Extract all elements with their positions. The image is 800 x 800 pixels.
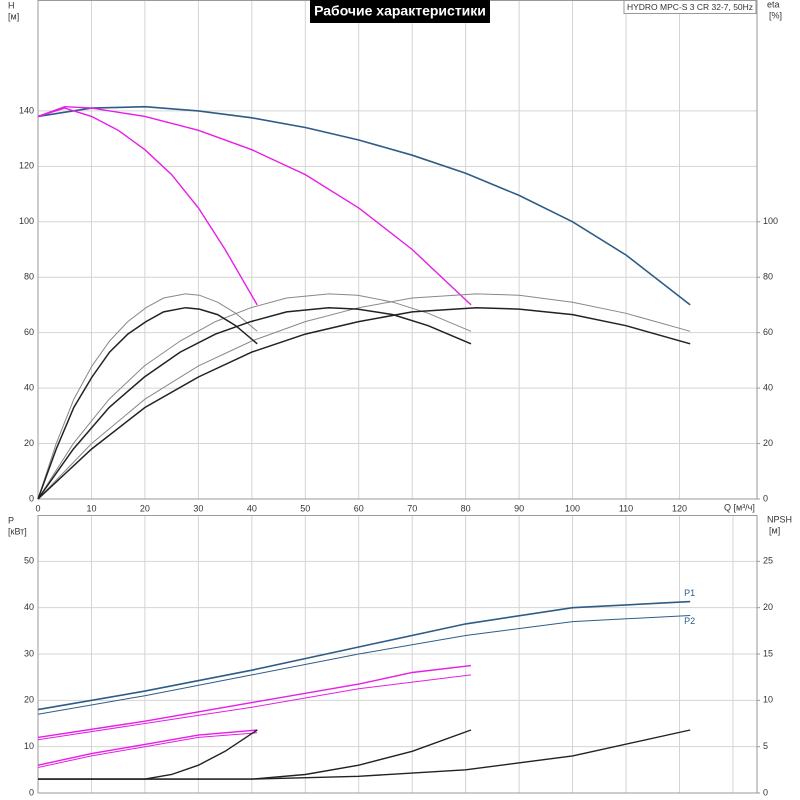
- x-tick-label: 40: [247, 503, 257, 513]
- y2-tick-label: 40: [763, 382, 773, 392]
- series-label: P1: [684, 588, 695, 598]
- y2-axis-label: [м]: [769, 525, 780, 535]
- x-tick-label: 0: [35, 503, 40, 513]
- series-line: [37, 674, 472, 741]
- y-tick-label: 120: [19, 161, 34, 171]
- x-tick-label: 70: [407, 503, 417, 513]
- y2-tick-label: 5: [763, 741, 768, 751]
- y-tick-label: 40: [24, 602, 34, 612]
- y-tick-label: 60: [24, 327, 34, 337]
- y-tick-label: 0: [29, 493, 34, 503]
- series-line: [37, 729, 258, 766]
- title-box: [310, 0, 490, 23]
- y2-tick-label: 0: [763, 787, 768, 797]
- y-tick-label: 100: [19, 216, 34, 226]
- series-line: [37, 732, 258, 768]
- y-tick-label: 140: [19, 105, 34, 115]
- series-line: [37, 306, 472, 500]
- y2-tick-label: 60: [763, 327, 773, 337]
- y2-tick-label: 80: [763, 272, 773, 282]
- series-line: [37, 293, 258, 500]
- series-line: [37, 105, 691, 306]
- y-tick-label: 0: [29, 787, 34, 797]
- y-tick-label: 50: [24, 556, 34, 566]
- x-tick-label: 80: [461, 503, 471, 513]
- series-line: [37, 306, 691, 500]
- y2-tick-label: 10: [763, 695, 773, 705]
- y2-tick-label: 100: [763, 216, 778, 226]
- series-line: [37, 664, 472, 739]
- y2-axis-label: [%]: [769, 10, 782, 20]
- x-axis-label: Q [м³/ч]: [724, 502, 755, 512]
- y2-tick-label: 20: [763, 438, 773, 448]
- series-line: [37, 293, 691, 500]
- plot-frame: [37, 0, 758, 500]
- y-tick-label: 80: [24, 272, 34, 282]
- y-tick-label: 20: [24, 438, 34, 448]
- series-line: [37, 105, 472, 306]
- x-tick-label: 10: [86, 503, 96, 513]
- series-line: [37, 600, 691, 711]
- y-tick-label: 20: [24, 695, 34, 705]
- y-tick-label: 10: [24, 741, 34, 751]
- chart-subtitle: HYDRO MPC-S 3 CR 32-7, 50Hz: [627, 2, 753, 12]
- series-label: P2: [684, 616, 695, 626]
- y2-tick-label: 25: [763, 556, 773, 566]
- y2-axis-label: NPSH: [767, 514, 792, 524]
- x-tick-label: 20: [140, 503, 150, 513]
- y2-tick-label: 20: [763, 602, 773, 612]
- x-tick-label: 60: [354, 503, 364, 513]
- chart-title: Рабочие характеристики: [314, 3, 486, 19]
- x-tick-label: 120: [672, 503, 687, 513]
- y-axis-label: [кВт]: [8, 526, 27, 536]
- series-line: [37, 615, 691, 715]
- y-axis-label: H: [8, 0, 15, 10]
- x-tick-label: 110: [619, 503, 633, 513]
- subtitle-box: [623, 0, 757, 14]
- series-line: [38, 729, 258, 780]
- y-tick-label: 30: [24, 648, 34, 658]
- series-line: [37, 306, 258, 500]
- series-line: [38, 729, 691, 780]
- x-tick-label: 90: [514, 503, 524, 513]
- series-line: [37, 293, 472, 500]
- y2-tick-label: 15: [763, 648, 773, 658]
- x-tick-label: 30: [193, 503, 203, 513]
- y-tick-label: 40: [24, 382, 34, 392]
- x-tick-label: 100: [565, 503, 580, 513]
- y-axis-label: [м]: [8, 11, 19, 21]
- series-line: [37, 107, 258, 306]
- y2-axis-label: eta: [767, 0, 780, 9]
- y-axis-label: P: [8, 515, 14, 525]
- x-tick-label: 50: [300, 503, 310, 513]
- plot-frame: [37, 515, 758, 794]
- y2-tick-label: 0: [763, 493, 768, 503]
- series-line: [38, 729, 472, 780]
